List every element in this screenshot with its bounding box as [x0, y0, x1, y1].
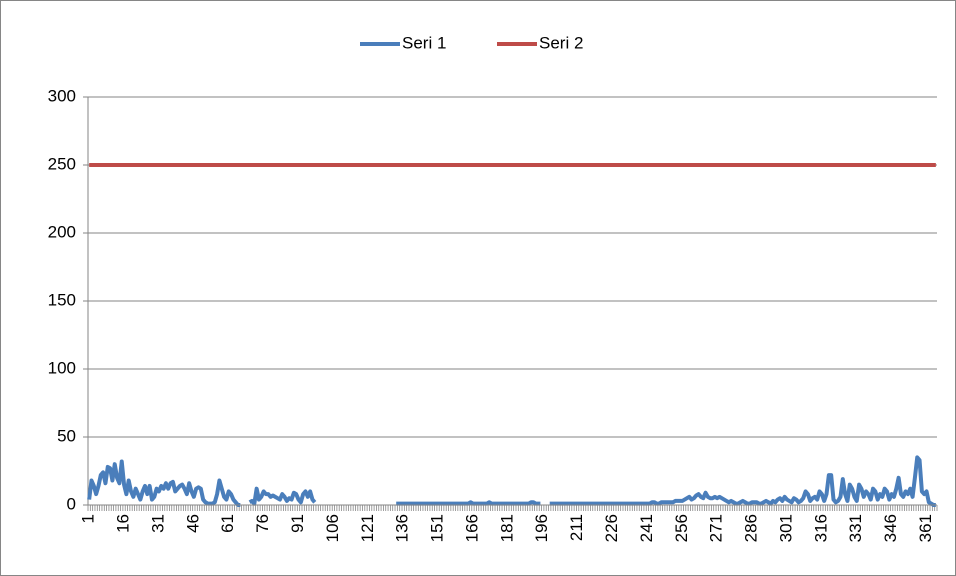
y-tick-label: 300 — [48, 86, 76, 105]
y-tick-label: 250 — [48, 154, 76, 173]
x-tick-label: 16 — [114, 514, 133, 533]
series-line — [87, 455, 936, 507]
x-tick-label: 316 — [811, 514, 830, 542]
x-tick-label: 286 — [742, 514, 761, 542]
x-tick-label: 1 — [79, 514, 98, 523]
x-tick-label: 151 — [428, 514, 447, 542]
legend-label: Seri 1 — [402, 33, 446, 52]
x-tick-label: 61 — [218, 514, 237, 533]
x-tick-label: 181 — [497, 514, 516, 542]
x-tick-label: 76 — [253, 514, 272, 533]
x-tick-label: 91 — [288, 514, 307, 533]
y-tick-label: 50 — [57, 426, 76, 445]
y-tick-label: 0 — [67, 494, 76, 513]
x-tick-marks — [87, 505, 938, 511]
x-tick-label: 136 — [393, 514, 412, 542]
x-tick-label: 121 — [358, 514, 377, 542]
y-tick-label: 200 — [48, 222, 76, 241]
x-tick-label: 46 — [183, 514, 202, 533]
x-tick-label: 106 — [323, 514, 342, 542]
x-tick-label: 196 — [532, 514, 551, 542]
x-tick-label: 241 — [637, 514, 656, 542]
y-tick-label: 100 — [48, 358, 76, 377]
x-tick-label: 331 — [846, 514, 865, 542]
x-tick-label: 301 — [776, 514, 795, 542]
x-tick-label: 211 — [567, 514, 586, 541]
x-tick-label: 271 — [707, 514, 726, 542]
x-tick-label: 226 — [602, 514, 621, 542]
x-tick-label: 361 — [916, 514, 935, 542]
x-tick-label: 31 — [148, 514, 167, 533]
x-tick-label: 346 — [881, 514, 900, 542]
x-tick-label: 166 — [462, 514, 481, 542]
legend-label: Seri 2 — [539, 33, 583, 52]
x-tick-label: 256 — [672, 514, 691, 542]
y-tick-label: 150 — [48, 290, 76, 309]
